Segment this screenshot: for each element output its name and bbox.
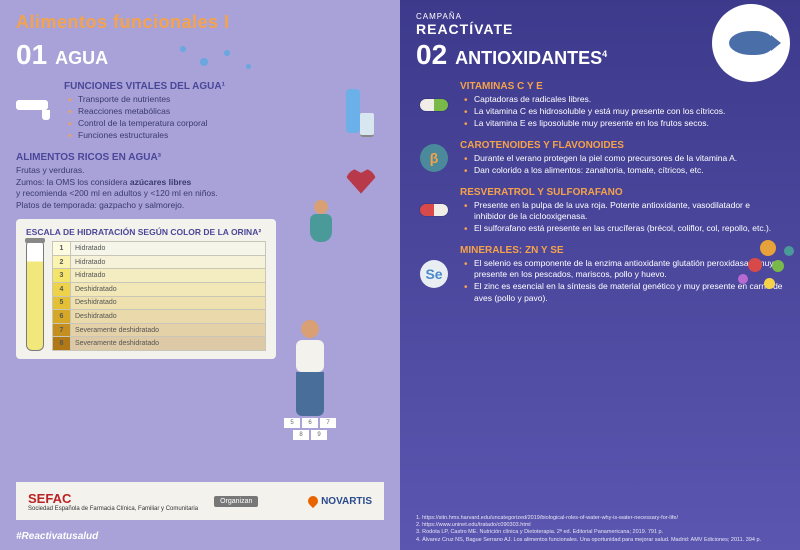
sefac-logo: SEFAC (28, 491, 198, 506)
antiox-group: β CAROTENOIDES Y FLAVONOIDES Durante el … (416, 138, 784, 177)
circle-icon: β (420, 144, 448, 172)
section-num: 02 (416, 39, 447, 71)
scale-row: 7Severamente deshidratado (53, 323, 266, 337)
novartis-logo: NOVARTIS (308, 496, 372, 507)
heart-icon (346, 168, 376, 194)
pill-icon (419, 98, 449, 112)
organizer-badge: Organizan (214, 496, 258, 507)
circle-icon: Se (420, 260, 448, 288)
scale-row: 3Hidratado (53, 269, 266, 283)
infographic: Alimentos funcionales I 01 AGUA FUNCIONE… (0, 0, 800, 550)
novartis-icon (306, 494, 320, 508)
sefac-sub: Sociedad Española de Farmacia Clínica, F… (28, 506, 198, 512)
column-agua: Alimentos funcionales I 01 AGUA FUNCIONE… (0, 0, 400, 550)
vital-heading: FUNCIONES VITALES DEL AGUA¹ (64, 81, 326, 92)
references: 1. https://sitn.hms.harvard.edu/uncatego… (416, 515, 788, 545)
antiox-item: Dan colorido a los alimentos: zanahoria,… (464, 165, 784, 176)
scale-row: 5Deshidratado (53, 296, 266, 310)
hopscotch-person-icon: 56789 (270, 320, 350, 440)
rich-heading: ALIMENTOS RICOS EN AGUA³ (16, 152, 330, 163)
antiox-group: RESVERATROL Y SULFORAFANO Presente en la… (416, 185, 784, 235)
antiox-item: Presente en la pulpa de la uva roja. Pot… (464, 200, 784, 222)
antiox-list: Captadoras de radicales libres.La vitami… (464, 94, 784, 129)
antiox-list: Durante el verano protegen la piel como … (464, 153, 784, 176)
antiox-heading: CAROTENOIDES Y FLAVONOIDES (460, 140, 784, 151)
antiox-heading: VITAMINAS C Y E (460, 81, 784, 92)
scale-title: ESCALA DE HIDRATACIÓN SEGÚN COLOR DE LA … (26, 227, 266, 237)
section-num: 01 (16, 39, 47, 71)
main-title: Alimentos funcionales I (16, 12, 384, 33)
rich-text: Frutas y verduras. Zumos: la OMS los con… (16, 165, 330, 211)
antiox-item: Durante el verano protegen la piel como … (464, 153, 784, 164)
scale-row: 8Severamente deshidratado (53, 337, 266, 351)
section-title: AGUA (55, 48, 108, 69)
pill-icon (419, 203, 449, 217)
fish-icon (729, 31, 773, 55)
section-title: ANTIOXIDANTES4 (455, 48, 607, 69)
antiox-item: Captadoras de radicales libres. (464, 94, 784, 105)
faucet-icon (16, 92, 56, 130)
antiox-group: VITAMINAS C Y E Captadoras de radicales … (416, 79, 784, 130)
hashtag: #Reactivatusalud (16, 531, 98, 542)
antiox-item: La vitamina C es hidrosoluble y está muy… (464, 106, 784, 117)
urine-tube-icon (26, 241, 44, 351)
scale-table: 1Hidratado2Hidratado3Hidratado4Deshidrat… (52, 241, 266, 351)
scale-row: 6Deshidratado (53, 310, 266, 324)
scale-row: 1Hidratado (53, 242, 266, 256)
scale-row: 4Deshidratado (53, 282, 266, 296)
corner-illustration (712, 4, 790, 82)
column-antioxidantes: CAMPAÑA REACTÍVATE 02 ANTIOXIDANTES4 VIT… (400, 0, 800, 550)
antiox-heading: RESVERATROL Y SULFORAFANO (460, 187, 784, 198)
vital-list: Transporte de nutrientes Reacciones meta… (68, 94, 326, 141)
sponsor-footer: SEFAC Sociedad Española de Farmacia Clín… (16, 482, 384, 520)
person-eating-icon (300, 200, 340, 252)
section-header-agua: 01 AGUA (16, 39, 384, 71)
block-vital-functions: FUNCIONES VITALES DEL AGUA¹ Transporte d… (16, 79, 384, 142)
hydration-scale: ESCALA DE HIDRATACIÓN SEGÚN COLOR DE LA … (16, 219, 276, 359)
antiox-item: La vitamina E es liposoluble muy present… (464, 118, 784, 129)
bottle-glass-icon (342, 83, 376, 139)
fruit-burst-icon (720, 230, 800, 300)
scale-row: 2Hidratado (53, 255, 266, 269)
